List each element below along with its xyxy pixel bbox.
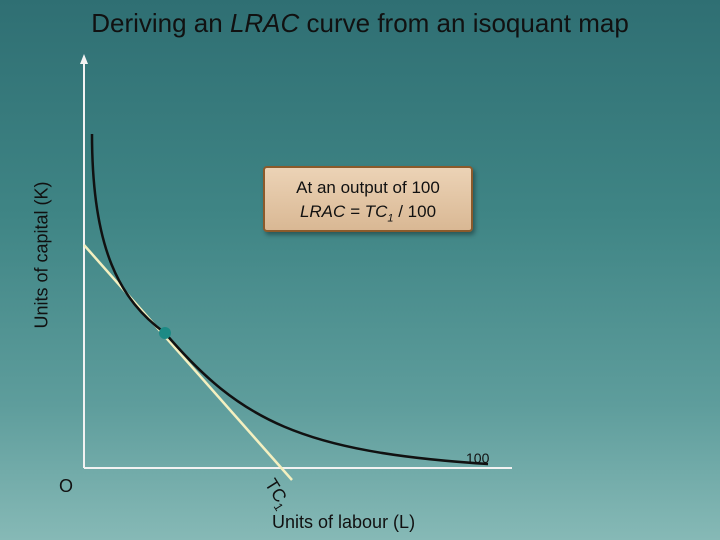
isocost-line xyxy=(83,244,293,481)
callout-tc-sub: 1 xyxy=(387,212,394,225)
title-emph: LRAC xyxy=(229,8,300,38)
y-axis-label: Units of capital (K) xyxy=(31,181,52,329)
callout-divisor: / 100 xyxy=(393,202,437,221)
callout-box: At an output of 100 LRAC = TC1 / 100 xyxy=(263,166,473,232)
isoquant-curve xyxy=(90,133,489,466)
origin-label: O xyxy=(59,476,74,496)
callout-lrac: LRAC xyxy=(299,202,346,221)
title-prefix: Deriving an xyxy=(91,8,230,38)
isoquant-label: 100 xyxy=(466,450,490,466)
x-axis-label: Units of labour (L) xyxy=(272,512,416,532)
page-title: Deriving an LRAC curve from an isoquant … xyxy=(0,8,720,39)
callout-line-1: At an output of 100 xyxy=(296,178,440,197)
callout-line-2: LRAC = TC1 / 100 xyxy=(265,200,471,230)
y-axis-arrow xyxy=(80,54,88,64)
tangency-point xyxy=(159,327,171,339)
callout-tc: = TC xyxy=(345,202,388,221)
title-suffix: curve from an isoquant map xyxy=(299,8,629,38)
